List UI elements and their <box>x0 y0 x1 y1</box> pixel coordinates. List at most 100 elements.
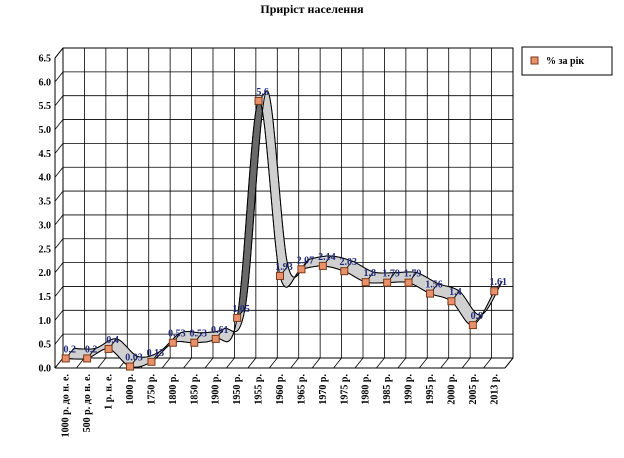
gridline-side <box>54 71 64 83</box>
x-tick-label: 1995 р. <box>425 374 436 405</box>
gridline-side <box>54 95 64 106</box>
x-tick-label: 1800 р. <box>168 374 179 405</box>
data-label: 1.93 <box>275 262 293 273</box>
x-tick-label: 1900 р. <box>211 374 222 405</box>
y-tick-label: 0.5 <box>39 340 52 351</box>
data-label: 1.79 <box>404 269 422 280</box>
data-label: 2.07 <box>297 255 315 266</box>
x-tick-label: 1960 р. <box>275 374 286 405</box>
y-tick-label: 6.5 <box>39 54 52 65</box>
x-axis: 1000 р. до н. е. 500 р. до н. е. 1 р. н. е… <box>61 374 501 438</box>
gridline-side <box>54 262 64 273</box>
x-tick-label: 1850 р. <box>189 374 200 405</box>
gridline-floor <box>161 357 171 369</box>
floor-edge <box>504 357 514 369</box>
series-markers <box>61 96 499 371</box>
y-tick-label: 1.5 <box>39 292 52 303</box>
gridline-floor <box>97 357 107 369</box>
gridline-floor <box>397 357 407 369</box>
gridline-side <box>54 333 64 345</box>
gridline-side <box>54 214 64 226</box>
gridline-side <box>54 310 64 321</box>
data-label: 0.61 <box>211 325 229 336</box>
gridline-side <box>54 143 64 154</box>
x-tick-label: 1950 р. <box>232 374 243 405</box>
data-label: 0.53 <box>190 329 208 340</box>
x-tick-label: 2005 р. <box>468 374 479 405</box>
data-point <box>361 278 370 287</box>
gridline-floor <box>333 357 342 369</box>
data-label: 0.03 <box>125 353 143 364</box>
gridline-floor <box>290 357 300 369</box>
back-wall <box>62 47 514 359</box>
data-label: 2.14 <box>318 252 336 263</box>
data-label: 0.9 <box>471 311 484 322</box>
x-tick-label: 2000 р. <box>446 374 457 405</box>
data-label: 2.03 <box>340 257 358 268</box>
gridline-side <box>54 119 64 130</box>
data-label: 1.56 <box>425 280 443 291</box>
data-point <box>61 354 70 363</box>
gridlines <box>54 47 514 369</box>
data-point <box>383 278 392 287</box>
data-labels: 0.2 0.20.40.03 0.130.53 0.53 0.611.055.61.93… <box>63 87 507 364</box>
x-tick-label: 1 р. н. е. <box>104 374 115 410</box>
data-point <box>254 96 263 105</box>
data-point <box>426 289 434 298</box>
data-point <box>447 297 456 306</box>
x-tick-label: 1970 р. <box>318 374 329 405</box>
data-point <box>83 354 92 363</box>
gridline-side <box>54 286 64 297</box>
wall-edge <box>54 47 64 59</box>
data-label: 1.8 <box>363 268 376 279</box>
y-axis: 0.0 0.5 1.0 1.5 2.0 2.5 3.0 3.5 4.0 4.5 5.0 5.5 6.0 6… <box>39 54 52 375</box>
gridline-floor <box>376 357 385 369</box>
legend-marker <box>530 56 539 65</box>
data-point <box>276 271 284 280</box>
data-point <box>190 338 199 347</box>
data-point <box>297 265 306 274</box>
x-tick-label: 1980 р. <box>361 374 372 405</box>
data-point <box>340 267 349 276</box>
chart-title: Приріст населення <box>260 2 364 16</box>
data-label: 0.4 <box>106 335 119 346</box>
data-label: 1.4 <box>449 287 462 298</box>
y-tick-label: 2.5 <box>39 244 52 255</box>
x-tick-label: 1975 р. <box>339 374 350 405</box>
data-label: 0.2 <box>63 344 76 355</box>
series-line <box>65 100 495 368</box>
series-ribbon <box>64 90 503 368</box>
y-tick-label: 2.0 <box>39 268 52 279</box>
y-tick-label: 6.0 <box>39 77 52 88</box>
y-tick-label: 3.5 <box>39 197 52 208</box>
gridline-floor <box>354 357 364 369</box>
data-label: 5.6 <box>256 87 269 98</box>
x-tick-label: 2013 р. <box>489 374 500 405</box>
gridline-side <box>54 166 64 178</box>
gridline-floor <box>183 357 192 369</box>
data-point <box>104 344 113 353</box>
data-label: 0.13 <box>147 348 165 359</box>
legend: % за рік <box>521 46 613 76</box>
gridline-floor <box>483 357 492 369</box>
gridline-floor <box>461 357 471 369</box>
legend-entry: % за рік <box>546 56 584 67</box>
x-tick-label: 1000 р. <box>125 374 136 405</box>
gridline-side <box>54 190 64 202</box>
data-label: 1.05 <box>232 304 250 315</box>
data-point <box>126 362 134 371</box>
x-tick-label: 500 р. до н. е. <box>82 374 93 433</box>
gridline-floor <box>440 357 450 369</box>
data-point <box>318 261 327 270</box>
gridline-floor <box>226 357 235 369</box>
x-tick-label: 1000 р. до н. е. <box>61 374 72 438</box>
y-tick-label: 4.5 <box>39 149 52 160</box>
y-tick-label: 3.0 <box>39 220 52 231</box>
data-point <box>404 278 413 287</box>
y-tick-label: 4.0 <box>39 173 52 184</box>
gridline-floor <box>204 357 214 369</box>
data-point <box>490 287 499 296</box>
series-line-back <box>73 90 503 358</box>
gridline-floor <box>418 357 428 369</box>
